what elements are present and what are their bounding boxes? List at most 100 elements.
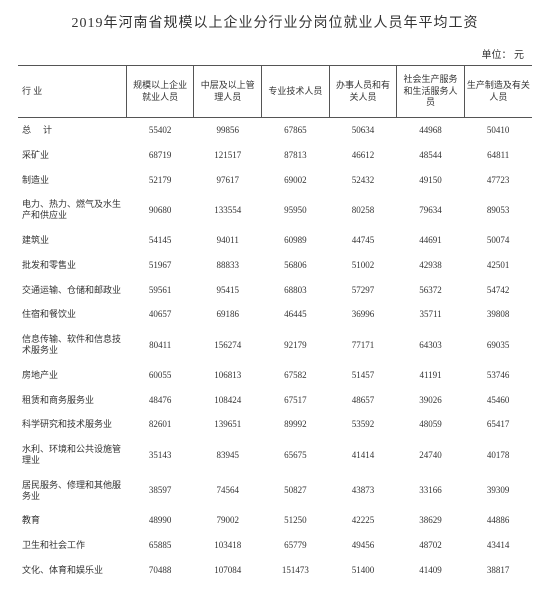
col-c4: 办事人员和有关人员 — [329, 66, 397, 118]
cell-value: 48657 — [329, 388, 397, 413]
cell-value: 65417 — [464, 412, 532, 437]
cell-value: 97617 — [194, 168, 262, 193]
cell-value: 65779 — [262, 533, 330, 558]
row-label: 卫生和社会工作 — [18, 533, 126, 558]
cell-value: 67865 — [262, 118, 330, 143]
table-row: 房地产业6005510681367582514574119153746 — [18, 363, 532, 388]
col-c2: 中层及以上管理人员 — [194, 66, 262, 118]
cell-value: 77171 — [329, 327, 397, 363]
cell-value: 99856 — [194, 118, 262, 143]
cell-value: 42501 — [464, 253, 532, 278]
row-label: 电力、热力、燃气及水生产和供应业 — [18, 192, 126, 228]
cell-value: 139651 — [194, 412, 262, 437]
table-row: 总计554029985667865506344496850410 — [18, 118, 532, 143]
cell-value: 60055 — [126, 363, 194, 388]
row-label: 科学研究和技术服务业 — [18, 412, 126, 437]
cell-value: 108424 — [194, 388, 262, 413]
cell-value: 39026 — [397, 388, 465, 413]
table-row: 制造业521799761769002524324915047723 — [18, 168, 532, 193]
cell-value: 39309 — [464, 473, 532, 509]
row-label: 信息传输、软件和信息技术服务业 — [18, 327, 126, 363]
cell-value: 151473 — [262, 558, 330, 583]
table-row: 卫生和社会工作6588510341865779494564870243414 — [18, 533, 532, 558]
table-row: 文化、体育和娱乐业7048810708415147351400414093881… — [18, 558, 532, 583]
cell-value: 41191 — [397, 363, 465, 388]
cell-value: 40657 — [126, 302, 194, 327]
cell-value: 68803 — [262, 278, 330, 303]
cell-value: 89992 — [262, 412, 330, 437]
col-c6: 生产制造及有关人员 — [464, 66, 532, 118]
cell-value: 56372 — [397, 278, 465, 303]
cell-value: 80258 — [329, 192, 397, 228]
cell-value: 49150 — [397, 168, 465, 193]
cell-value: 156274 — [194, 327, 262, 363]
table-row: 建筑业541459401160989447454469150074 — [18, 228, 532, 253]
table-row: 水利、环境和公共设施管理业351438394565675414142474040… — [18, 437, 532, 473]
cell-value: 38597 — [126, 473, 194, 509]
cell-value: 48990 — [126, 508, 194, 533]
cell-value: 46612 — [329, 143, 397, 168]
cell-value: 57297 — [329, 278, 397, 303]
cell-value: 64811 — [464, 143, 532, 168]
cell-value: 38817 — [464, 558, 532, 583]
cell-value: 42938 — [397, 253, 465, 278]
cell-value: 83945 — [194, 437, 262, 473]
cell-value: 69186 — [194, 302, 262, 327]
cell-value: 51967 — [126, 253, 194, 278]
cell-value: 39808 — [464, 302, 532, 327]
cell-value: 52432 — [329, 168, 397, 193]
cell-value: 43873 — [329, 473, 397, 509]
cell-value: 40178 — [464, 437, 532, 473]
cell-value: 44886 — [464, 508, 532, 533]
row-label: 租赁和商务服务业 — [18, 388, 126, 413]
row-label: 居民服务、修理和其他服务业 — [18, 473, 126, 509]
table-row: 信息传输、软件和信息技术服务业8041115627492179771716430… — [18, 327, 532, 363]
cell-value: 53592 — [329, 412, 397, 437]
cell-value: 47723 — [464, 168, 532, 193]
cell-value: 94011 — [194, 228, 262, 253]
col-industry: 行 业 — [18, 66, 126, 118]
cell-value: 51250 — [262, 508, 330, 533]
cell-value: 51457 — [329, 363, 397, 388]
table-row: 采矿业6871912151787813466124854464811 — [18, 143, 532, 168]
row-label: 房地产业 — [18, 363, 126, 388]
cell-value: 59561 — [126, 278, 194, 303]
cell-value: 68719 — [126, 143, 194, 168]
cell-value: 50827 — [262, 473, 330, 509]
cell-value: 44968 — [397, 118, 465, 143]
table-row: 批发和零售业519678883356806510024293842501 — [18, 253, 532, 278]
cell-value: 52179 — [126, 168, 194, 193]
table-row: 住宿和餐饮业406576918646445369963571139808 — [18, 302, 532, 327]
row-label: 采矿业 — [18, 143, 126, 168]
cell-value: 60989 — [262, 228, 330, 253]
cell-value: 80411 — [126, 327, 194, 363]
row-label: 批发和零售业 — [18, 253, 126, 278]
cell-value: 46445 — [262, 302, 330, 327]
table-row: 科学研究和技术服务业826011396518999253592480596541… — [18, 412, 532, 437]
cell-value: 88833 — [194, 253, 262, 278]
cell-value: 107084 — [194, 558, 262, 583]
cell-value: 50410 — [464, 118, 532, 143]
row-label: 总计 — [18, 118, 126, 143]
cell-value: 69035 — [464, 327, 532, 363]
row-label: 建筑业 — [18, 228, 126, 253]
cell-value: 69002 — [262, 168, 330, 193]
row-label: 交通运输、仓储和邮政业 — [18, 278, 126, 303]
row-label: 文化、体育和娱乐业 — [18, 558, 126, 583]
cell-value: 65675 — [262, 437, 330, 473]
cell-value: 74564 — [194, 473, 262, 509]
cell-value: 64303 — [397, 327, 465, 363]
table-header-row: 行 业 规模以上企业就业人员 中层及以上管理人员 专业技术人员 办事人员和有关人… — [18, 66, 532, 118]
cell-value: 43414 — [464, 533, 532, 558]
page-title: 2019年河南省规模以上企业分行业分岗位就业人员年平均工资 — [18, 12, 532, 32]
cell-value: 35143 — [126, 437, 194, 473]
wage-table: 行 业 规模以上企业就业人员 中层及以上管理人员 专业技术人员 办事人员和有关人… — [18, 65, 532, 583]
cell-value: 55402 — [126, 118, 194, 143]
table-row: 交通运输、仓储和邮政业59561954156880357297563725474… — [18, 278, 532, 303]
cell-value: 79002 — [194, 508, 262, 533]
cell-value: 87813 — [262, 143, 330, 168]
cell-value: 51002 — [329, 253, 397, 278]
cell-value: 44691 — [397, 228, 465, 253]
cell-value: 103418 — [194, 533, 262, 558]
unit-label: 单位： 元 — [18, 46, 532, 61]
